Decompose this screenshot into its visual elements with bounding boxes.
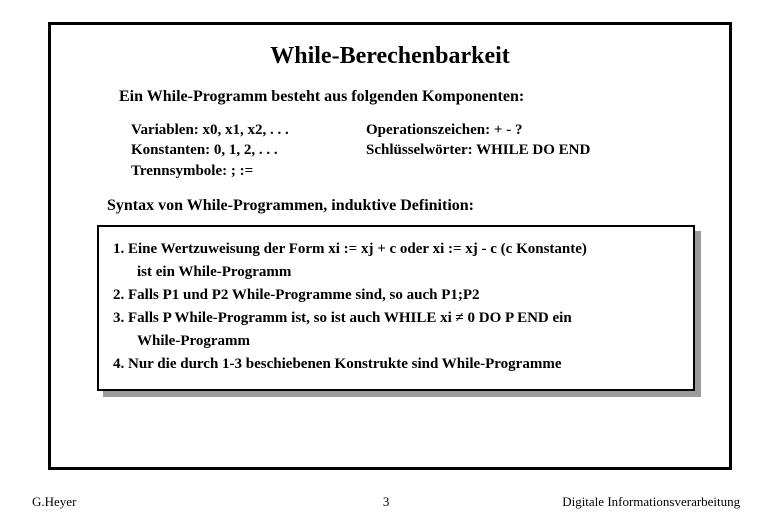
components-left: Variablen: x0, x1, x2, . . . Konstanten:… — [131, 120, 366, 181]
slide-frame: While-Berechenbarkeit Ein While-Programm… — [48, 22, 732, 470]
footer-author: G.Heyer — [0, 494, 257, 510]
keywords-line: Schlüsselwörter: WHILE DO END — [366, 140, 590, 160]
operators-line: Operationszeichen: + - ? — [366, 120, 590, 140]
rule-4: 4. Nur die durch 1-3 beschiebenen Konstr… — [113, 354, 679, 375]
constants-line: Konstanten: 0, 1, 2, . . . — [131, 140, 366, 160]
rule-1b: ist ein While-Programm — [113, 262, 679, 283]
components-right: Operationszeichen: + - ? Schlüsselwörter… — [366, 120, 590, 181]
rule-1a: 1. Eine Wertzuweisung der Form xi := xj … — [113, 239, 679, 260]
separators-line: Trennsymbole: ; := — [131, 161, 366, 181]
components-columns: Variablen: x0, x1, x2, . . . Konstanten:… — [131, 120, 701, 181]
slide-footer: G.Heyer 3 Digitale Informationsverarbeit… — [0, 494, 780, 510]
slide-title: While-Berechenbarkeit — [79, 43, 701, 70]
rule-2: 2. Falls P1 und P2 While-Programme sind,… — [113, 285, 679, 306]
variables-line: Variablen: x0, x1, x2, . . . — [131, 120, 366, 140]
footer-page-number: 3 — [257, 494, 514, 510]
rules-box: 1. Eine Wertzuweisung der Form xi := xj … — [97, 225, 695, 391]
rule-3b: While-Programm — [113, 331, 679, 352]
rules-box-wrap: 1. Eine Wertzuweisung der Form xi := xj … — [97, 225, 695, 391]
intro-text: Ein While-Programm besteht aus folgenden… — [119, 88, 701, 106]
footer-course: Digitale Informationsverarbeitung — [515, 494, 772, 510]
syntax-subheading: Syntax von While-Programmen, induktive D… — [107, 197, 701, 215]
rule-3a: 3. Falls P While-Programm ist, so ist au… — [113, 308, 679, 329]
